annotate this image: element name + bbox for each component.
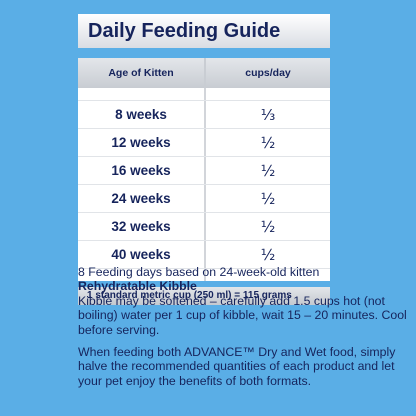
feeding-guide-panel: Daily Feeding Guide Age of Kitten cups/d… bbox=[78, 14, 330, 305]
feeding-notes: 8 Feeding days based on 24-week-old kitt… bbox=[78, 265, 408, 388]
guide-title: Daily Feeding Guide bbox=[78, 14, 330, 48]
kibble-instructions: Kibble may be softened – carefully add 1… bbox=[78, 293, 407, 337]
age-cell: 8 weeks bbox=[78, 101, 206, 128]
table-row: 8 weeks ⅓ bbox=[78, 101, 330, 129]
combined-feeding-text: When feeding both ADVANCE™ Dry and Wet f… bbox=[78, 345, 396, 388]
age-cell: 32 weeks bbox=[78, 213, 206, 240]
cups-cell: ½ bbox=[260, 133, 276, 152]
table-header: Age of Kitten cups/day bbox=[78, 58, 330, 88]
age-cell: 24 weeks bbox=[78, 185, 206, 212]
column-header-age: Age of Kitten bbox=[78, 58, 206, 88]
table-spacer bbox=[78, 88, 330, 101]
table-row: 32 weeks ½ bbox=[78, 213, 330, 241]
age-cell: 12 weeks bbox=[78, 129, 206, 156]
age-cell: 16 weeks bbox=[78, 157, 206, 184]
table-bottom-spacer bbox=[78, 269, 330, 281]
table-row: 12 weeks ½ bbox=[78, 129, 330, 157]
feeding-days-text: 8 Feeding days based on 24-week-old kitt… bbox=[78, 265, 320, 279]
feeding-table: Age of Kitten cups/day 8 weeks ⅓ 12 week… bbox=[78, 58, 330, 281]
cups-cell: ½ bbox=[260, 189, 276, 208]
cup-conversion-note: 1 standard metric cup (250 ml) = 115 gra… bbox=[78, 287, 330, 305]
cups-cell: ½ bbox=[260, 217, 276, 236]
cups-cell: ½ bbox=[260, 245, 276, 264]
column-header-cups: cups/day bbox=[245, 67, 291, 79]
table-row: 24 weeks ½ bbox=[78, 185, 330, 213]
cups-cell: ½ bbox=[260, 161, 276, 180]
table-row: 40 weeks ½ bbox=[78, 241, 330, 269]
cups-cell: ⅓ bbox=[260, 105, 276, 124]
table-row: 16 weeks ½ bbox=[78, 157, 330, 185]
age-cell: 40 weeks bbox=[78, 241, 206, 268]
kibble-heading: Rehydratable Kibble bbox=[78, 279, 197, 294]
